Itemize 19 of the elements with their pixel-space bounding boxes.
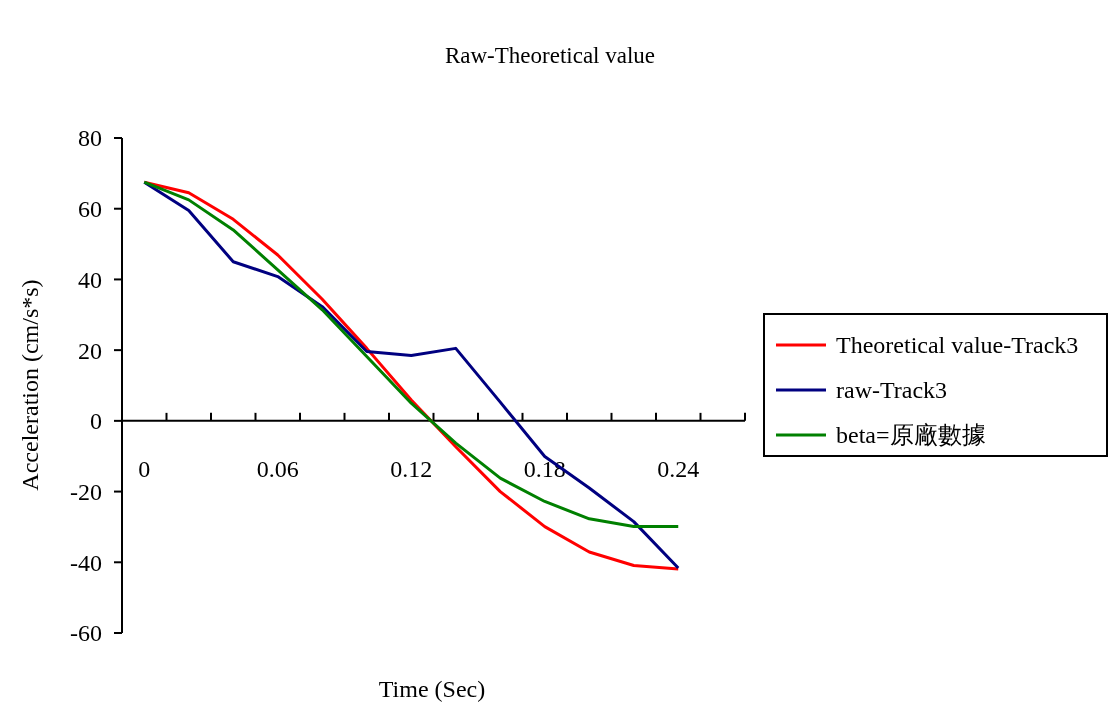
legend-label: raw-Track3 <box>836 377 948 404</box>
y-tick-label: -60 <box>70 620 102 647</box>
y-tick-label: 20 <box>78 337 102 364</box>
y-tick-label: -40 <box>70 549 102 576</box>
y-tick-label: 80 <box>78 125 102 152</box>
legend-label: beta=原廠數據 <box>836 422 986 449</box>
y-tick-label: -20 <box>70 478 102 505</box>
x-tick-label: 0.12 <box>390 455 433 482</box>
y-tick-label: 60 <box>78 196 102 223</box>
y-axis-title: Acceleration (cm/s*s) <box>17 279 43 491</box>
y-tick-label: 40 <box>78 266 102 293</box>
x-tick-label: 0.24 <box>657 455 700 482</box>
y-tick-label: 0 <box>90 408 102 435</box>
x-axis-title: Time (Sec) <box>378 676 486 702</box>
legend-label: Theoretical value-Track3 <box>836 332 1079 359</box>
chart-title: Raw-Theoretical value <box>444 43 656 68</box>
x-tick-label: 0.06 <box>256 455 299 482</box>
x-tick-label: 0 <box>138 455 151 482</box>
x-tick-label: 0.18 <box>523 455 566 482</box>
